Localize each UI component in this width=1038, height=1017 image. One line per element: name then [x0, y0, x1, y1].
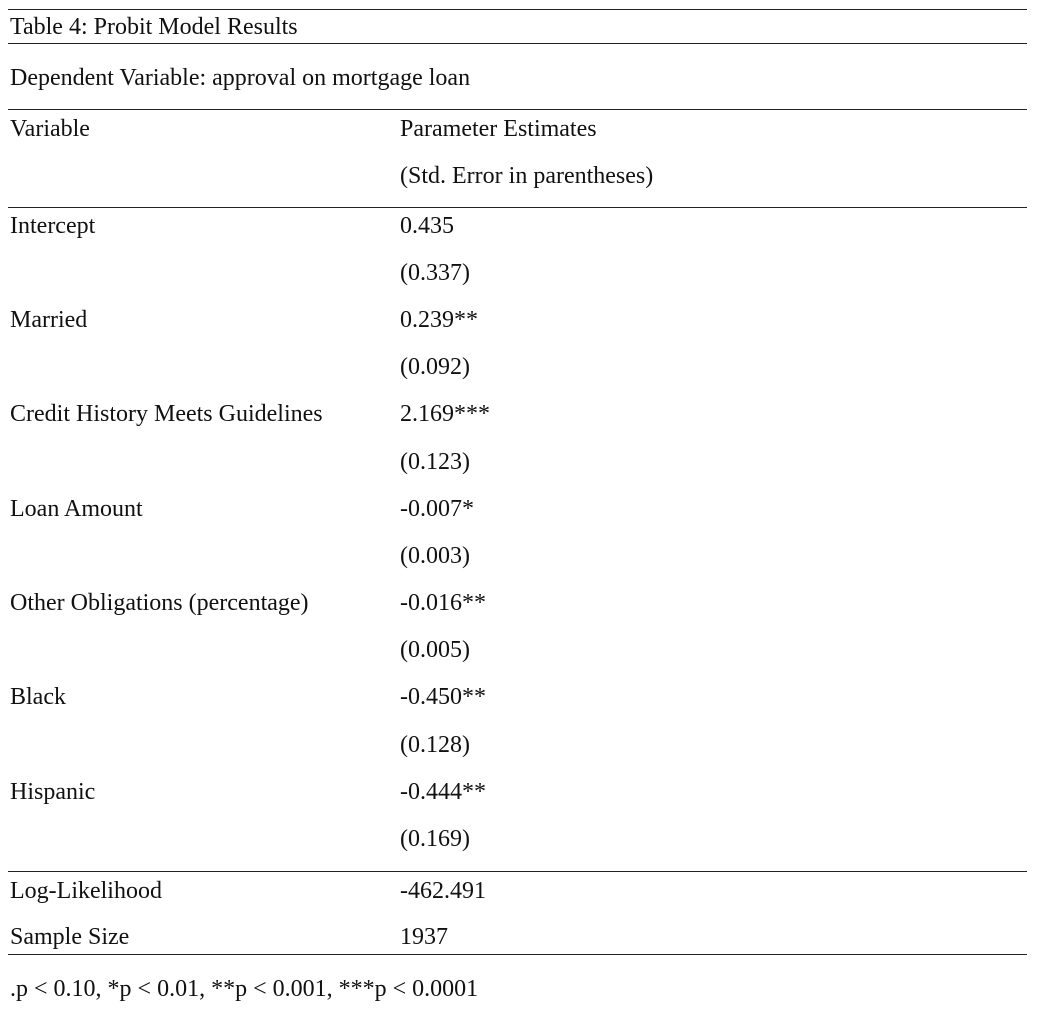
summary-bottom-rule — [8, 954, 1027, 955]
row-variable: Other Obligations (percentage) — [10, 590, 309, 616]
row-estimate: -0.450** — [400, 684, 486, 710]
row-variable: Married — [10, 307, 88, 333]
summary-label: Sample Size — [10, 924, 130, 950]
row-estimate: 0.239** — [400, 307, 478, 333]
estimates-note-header: (Std. Error in parentheses) — [400, 163, 654, 189]
row-variable: Black — [10, 684, 66, 710]
row-estimate: -0.444** — [400, 779, 486, 805]
dependent-variable-label: Dependent Variable: approval on mortgage… — [10, 65, 471, 91]
title-rule — [8, 43, 1027, 44]
top-rule — [8, 9, 1027, 10]
table-title: Table 4: Probit Model Results — [10, 14, 298, 40]
row-estimate: -0.007* — [400, 496, 474, 522]
row-std-error: (0.169) — [400, 826, 470, 852]
summary-value: 1937 — [400, 924, 448, 950]
row-variable: Credit History Meets Guidelines — [10, 401, 323, 427]
summary-label: Log-Likelihood — [10, 878, 162, 904]
estimates-header: Parameter Estimates — [400, 116, 597, 142]
row-std-error: (0.128) — [400, 732, 470, 758]
header-top-rule — [8, 109, 1027, 110]
row-estimate: 0.435 — [400, 213, 454, 239]
row-estimate: -0.016** — [400, 590, 486, 616]
significance-footnote: .p < 0.10, *p < 0.01, **p < 0.001, ***p … — [10, 976, 479, 1002]
header-bottom-rule — [8, 207, 1027, 208]
row-std-error: (0.005) — [400, 637, 470, 663]
row-variable: Intercept — [10, 213, 96, 239]
row-std-error: (0.123) — [400, 449, 470, 475]
variable-header: Variable — [10, 116, 90, 142]
row-std-error: (0.003) — [400, 543, 470, 569]
row-std-error: (0.337) — [400, 260, 470, 286]
row-estimate: 2.169*** — [400, 401, 490, 427]
row-std-error: (0.092) — [400, 354, 470, 380]
row-variable: Hispanic — [10, 779, 96, 805]
summary-value: -462.491 — [400, 878, 486, 904]
summary-top-rule — [8, 871, 1027, 872]
row-variable: Loan Amount — [10, 496, 143, 522]
